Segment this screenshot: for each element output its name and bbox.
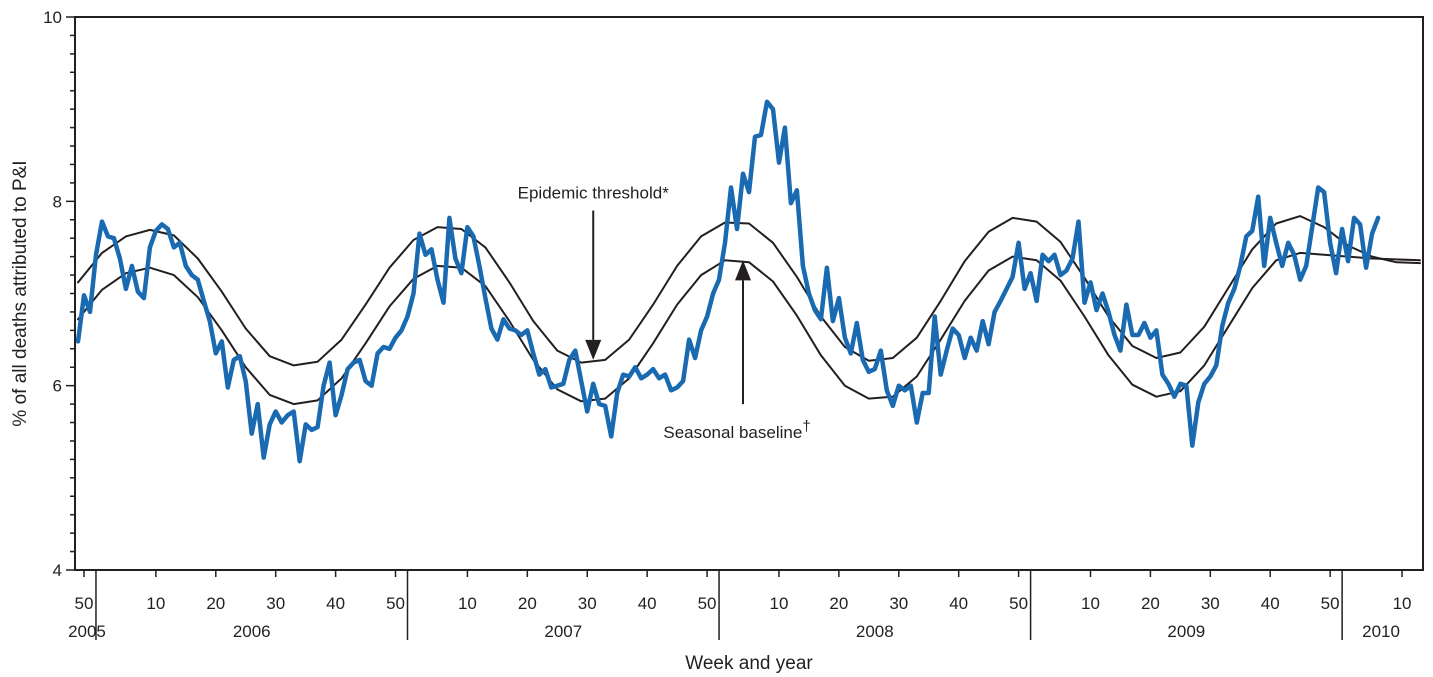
x-tick-label: 40 [949,594,968,613]
x-tick-label: 30 [1201,594,1220,613]
y-tick-label: 6 [53,377,62,396]
annotation-arrow-head [585,339,602,360]
x-tick-label: 10 [146,594,165,613]
annotation-label: Seasonal baseline† [663,418,810,442]
x-tick-label: 50 [1009,594,1028,613]
year-label: 2005 [68,622,106,641]
x-tick-label: 10 [458,594,477,613]
x-tick-label: 30 [889,594,908,613]
series-layer [75,99,1421,464]
x-tick-label: 50 [698,594,717,613]
y-tick-label: 8 [53,192,62,211]
x-axis-title: Week and year [685,653,813,674]
x-tick-label: 50 [386,594,405,613]
x-tick-label: 30 [578,594,597,613]
x-tick-label: 10 [1081,594,1100,613]
x-tick-label: 20 [1141,594,1160,613]
x-tick-label: 40 [326,594,345,613]
annotation-label: Epidemic threshold* [518,184,670,203]
y-axis: 4 6 8 10 [43,8,75,580]
y-tick-label: 10 [43,8,62,27]
year-label: 2006 [233,622,271,641]
seasonal-baseline-line [77,251,1421,406]
x-tick-label: 50 [75,594,94,613]
x-tick-label: 40 [1261,594,1280,613]
x-tick-label: 20 [518,594,537,613]
observed-pi-line [75,99,1381,464]
x-tick-label: 10 [1393,594,1412,613]
year-label: 2009 [1167,622,1205,641]
year-label: 2008 [856,622,894,641]
x-tick-label: 20 [829,594,848,613]
x-tick-label: 20 [206,594,225,613]
y-axis-title: % of all deaths attributed to P&I [10,160,31,426]
x-tick-label: 10 [769,594,788,613]
plot-frame [74,16,1424,571]
annotation-layer: Epidemic threshold* Seasonal baseline† [518,184,811,443]
year-label: 2010 [1362,622,1400,641]
x-tick-label: 30 [266,594,285,613]
y-tick-label: 4 [53,561,62,580]
annotation-arrow-head [735,260,752,281]
year-label: 2007 [544,622,582,641]
x-axis: 50 10 20 30 40 50 10 20 30 40 50 10 20 30 40 50 10 20 30 40… [68,570,1411,641]
annotation-label-text: Epidemic threshold* [518,184,670,203]
x-tick-label: 50 [1321,594,1340,613]
annotation-label-text: Seasonal baseline [663,423,802,442]
epidemic-threshold-line [77,215,1421,367]
x-tick-label: 40 [638,594,657,613]
annotation-label-superscript: † [802,418,810,435]
